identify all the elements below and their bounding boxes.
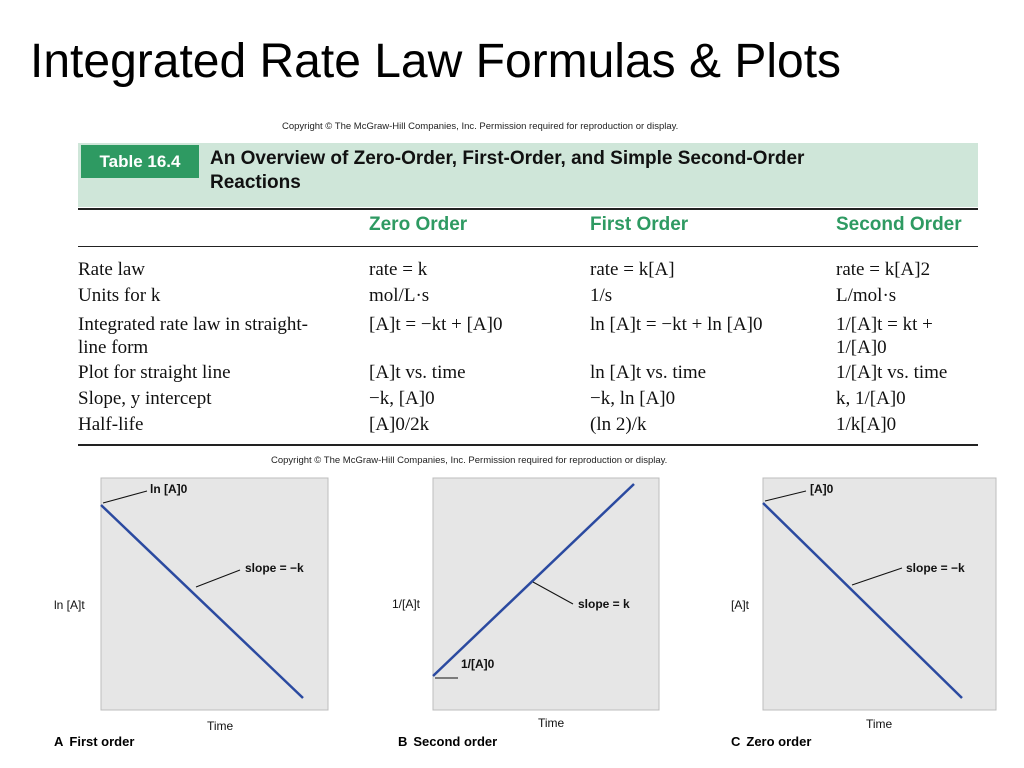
plot-area [762, 477, 997, 711]
intercept-label: [A]0 [810, 482, 834, 496]
plot-caption-text: Second order [413, 734, 498, 749]
leader-line [102, 490, 148, 504]
copyright-notice: Copyright © The McGraw-Hill Companies, I… [282, 121, 679, 132]
intercept-label: 1/[A]0 [461, 657, 495, 671]
row-label: Units for k [78, 285, 161, 306]
y-axis-label: [A]t [731, 598, 750, 612]
table-cell: rate = k[A]2 [836, 259, 931, 280]
table-cell: mol/L·s [369, 285, 430, 306]
table-cell: 1/[A]t vs. time [836, 362, 948, 383]
table-cell: [A]t vs. time [369, 362, 466, 383]
table-cell: rate = k[A] [590, 259, 675, 280]
table-label: Table 16.4 [81, 145, 199, 178]
table-cell: ln [A]t = −kt + ln [A]0 [590, 314, 763, 335]
plot-letter: A [54, 734, 64, 749]
leader-line [532, 581, 574, 605]
intercept-label: ln [A]0 [150, 482, 188, 496]
plot-caption-b: B Second order [398, 734, 497, 749]
slope-label: slope = −k [906, 561, 965, 575]
row-label: Plot for straight line [78, 362, 231, 383]
table-cell: ln [A]t vs. time [590, 362, 707, 383]
series-line [432, 483, 635, 677]
plot-area [100, 477, 329, 711]
table-cell: −k, ln [A]0 [590, 388, 676, 409]
row-label: Rate law [78, 259, 146, 280]
table-header-band [78, 143, 978, 207]
slope-label: slope = −k [245, 561, 304, 575]
plot-second-order: slope = k 1/[A]0 1/[A]t Time [392, 477, 660, 730]
plot-caption-text: First order [69, 734, 135, 749]
plot-caption-text: Zero order [746, 734, 812, 749]
x-axis-label: Time [207, 719, 234, 732]
slope-label: slope = k [578, 597, 630, 611]
table-title: An Overview of Zero-Order, First-Order, … [210, 148, 805, 193]
plot-first-order: ln [A]0 slope = −k ln [A]t Time [54, 477, 329, 732]
row-label: Integrated rate law in straight-line for… [78, 314, 309, 358]
plot-area [432, 477, 660, 711]
table-cell: 1/s [590, 285, 613, 306]
leader-line [851, 567, 903, 586]
table-cell: [A]0/2k [369, 414, 430, 435]
table-rule-top [78, 208, 978, 210]
table-rule-bottom [78, 444, 978, 446]
table-cell: [A]t = −kt + [A]0 [369, 314, 503, 335]
plot-zero-order: [A]0 slope = −k [A]t Time [731, 477, 997, 731]
series-line [762, 502, 963, 699]
slide-title: Integrated Rate Law Formulas & Plots [30, 35, 842, 88]
plot-letter: B [398, 734, 408, 749]
column-header-first: First Order [590, 214, 689, 235]
x-axis-label: Time [538, 716, 565, 730]
plot-caption-c: C Zero order [731, 734, 811, 749]
table-cell: L/mol·s [836, 285, 897, 306]
column-header-second: Second Order [836, 214, 962, 235]
table-rule-header [78, 246, 978, 247]
table-cell: −k, [A]0 [369, 388, 435, 409]
plot-letter: C [731, 734, 741, 749]
plot-caption-a: A First order [54, 734, 134, 749]
row-label: Slope, y intercept [78, 388, 212, 409]
table-cell: rate = k [369, 259, 428, 280]
table-cell: 1/[A]t = kt + 1/[A]0 [836, 314, 933, 358]
table-cell: k, 1/[A]0 [836, 388, 906, 409]
table-cell: (ln 2)/k [590, 414, 647, 435]
table-cell: 1/k[A]0 [836, 414, 897, 435]
series-line [100, 504, 304, 699]
rate-plots: ln [A]0 slope = −k ln [A]t Time slope = … [54, 477, 997, 732]
row-label: Half-life [78, 414, 144, 435]
y-axis-label: 1/[A]t [392, 597, 421, 611]
y-axis-label: ln [A]t [54, 598, 85, 612]
leader-line [764, 490, 807, 502]
leader-line [195, 569, 241, 588]
column-header-zero: Zero Order [369, 214, 468, 235]
x-axis-label: Time [866, 717, 893, 731]
copyright-notice-figure: Copyright © The McGraw-Hill Companies, I… [271, 455, 668, 466]
